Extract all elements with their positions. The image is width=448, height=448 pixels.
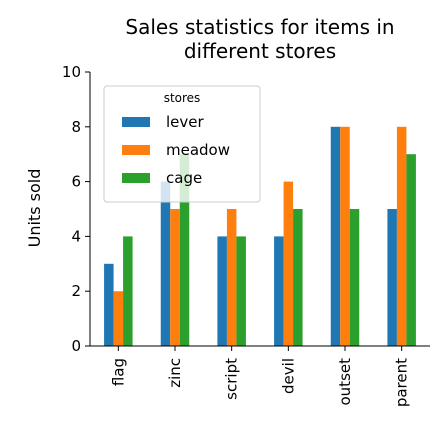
y-tick-label: 2 <box>71 282 81 300</box>
bar-devil-cage <box>293 209 303 346</box>
bar-outset-cage <box>349 209 360 346</box>
bar-outset-meadow <box>340 126 350 346</box>
y-tick-label: 10 <box>62 63 81 81</box>
x-tick-label: outset <box>336 358 354 406</box>
bar-parent-lever <box>387 209 397 346</box>
bar-flag-lever <box>104 263 114 346</box>
x-tick-label: parent <box>393 358 411 407</box>
legend-swatch-meadow <box>122 145 150 155</box>
chart-title-line-1: Sales statistics for items in <box>125 15 394 39</box>
bar-devil-meadow <box>283 181 294 346</box>
bar-zinc-lever <box>160 181 171 346</box>
y-axis-label: Units sold <box>25 169 44 248</box>
bar-outset-lever <box>330 126 341 346</box>
axes <box>89 72 430 347</box>
x-tick-label: zinc <box>166 358 184 388</box>
x-tick-label: script <box>223 358 241 400</box>
legend: stores lever meadow cage <box>103 85 261 203</box>
bars <box>104 126 416 346</box>
legend-swatch-cage <box>122 173 150 183</box>
x-tick-label: flag <box>109 358 127 386</box>
bar-script-lever <box>217 236 227 346</box>
chart-title: Sales statistics for items in different … <box>125 15 394 63</box>
bar-flag-meadow <box>113 291 124 346</box>
bar-script-meadow <box>226 209 237 346</box>
bar-script-cage <box>236 236 246 346</box>
bar-devil-lever <box>274 236 284 346</box>
legend-label-meadow: meadow <box>166 141 230 159</box>
bar-zinc-cage <box>179 154 190 346</box>
legend-label-lever: lever <box>166 113 205 131</box>
bar-flag-cage <box>123 236 133 346</box>
y-tick-label: 6 <box>71 173 81 191</box>
bar-parent-meadow <box>396 126 407 346</box>
y-tick-label: 8 <box>71 118 81 136</box>
bar-zinc-meadow <box>170 209 180 346</box>
y-tick-label: 0 <box>71 337 81 355</box>
y-tick-label: 4 <box>71 227 81 245</box>
legend-swatch-lever <box>122 117 150 127</box>
x-tick-label: devil <box>279 358 297 394</box>
bar-parent-cage <box>406 154 416 346</box>
y-axis-ticks: 0 2 4 6 8 10 <box>62 63 90 355</box>
x-axis-ticks: flag zinc script devil outset parent <box>109 346 411 407</box>
legend-label-cage: cage <box>166 169 202 187</box>
legend-title: stores <box>164 91 201 105</box>
chart-title-line-2: different stores <box>184 39 336 63</box>
